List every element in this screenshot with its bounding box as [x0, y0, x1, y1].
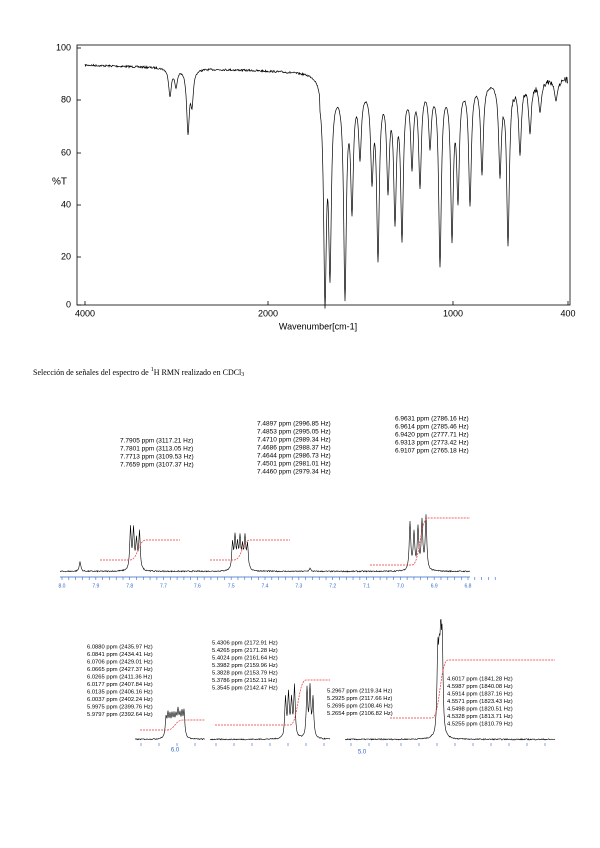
ir-y-tick-label: 60 — [61, 147, 71, 157]
peak-label: 6.0177 ppm (2407.84 Hz) — [87, 682, 153, 688]
peak-label: 5.4024 ppm (2161.64 Hz) — [212, 656, 278, 662]
peak-label: 5.3828 ppm (2153.79 Hz) — [212, 671, 278, 677]
peak-label: 5.3545 ppm (2142.47 Hz) — [212, 686, 278, 692]
peak-label: 5.3786 ppm (2152.11 Hz) — [212, 678, 277, 684]
peak-label: 7.4460 ppm (2979.34 Hz) — [257, 469, 331, 476]
nmr-axis-label: 5.0 — [358, 750, 367, 756]
peak-label: 6.0037 ppm (2402.24 Hz) — [87, 697, 153, 703]
integral-curve — [140, 719, 205, 731]
peak-label: 7.4686 ppm (2988.37 Hz) — [257, 445, 331, 452]
peak-label: 7.4853 ppm (2995.05 Hz) — [257, 429, 331, 436]
peak-label: 5.3982 ppm (2159.96 Hz) — [212, 663, 278, 669]
nmr-axis-label: 7.6 — [194, 583, 201, 589]
peak-label: 6.0841 ppm (2434.41 Hz) — [87, 652, 153, 658]
peak-label: 6.0880 ppm (2435.97 Hz) — [87, 645, 153, 651]
peak-label: 6.0265 ppm (2411.36 Hz) — [87, 675, 152, 681]
ir-y-tick-label: 40 — [61, 199, 71, 209]
peak-label: 6.9420 ppm (2777.71 Hz) — [395, 432, 469, 439]
nmr-axis-label: 6.0 — [171, 748, 180, 754]
ir-x-label: Wavenumber[cm-1] — [279, 321, 357, 331]
nmr-trace — [209, 683, 331, 741]
peak-label: 7.7905 ppm (3117.21 Hz) — [120, 438, 193, 445]
nmr-axis-label: 7.5 — [228, 583, 235, 589]
peak-label: 6.0706 ppm (2429.01 Hz) — [87, 660, 153, 666]
peak-label: 4.5987 ppm (1840.08 Hz) — [447, 684, 513, 690]
peak-label: 6.9614 ppm (2785.46 Hz) — [395, 424, 469, 431]
ir-frame — [76, 44, 571, 306]
peak-label: 7.4710 ppm (2989.34 Hz) — [257, 437, 331, 444]
ir-y-tick-label: 80 — [61, 94, 71, 104]
nmr-axis-label: 8.0 — [59, 583, 66, 589]
caption-sub: 3 — [241, 372, 244, 378]
ir-x-tick-label: 1000 — [443, 308, 463, 318]
peak-label: 5.4306 ppm (2172.91 Hz) — [212, 641, 278, 647]
nmr-axis-label: 7.4 — [262, 583, 269, 589]
ir-y-tick-label: 100 — [56, 42, 71, 52]
nmr-trace — [134, 706, 206, 741]
integral-curve — [370, 517, 470, 566]
peak-label: 6.0665 ppm (2427.37 Hz) — [87, 667, 153, 673]
ir-y-tick-label: 0 — [66, 299, 71, 309]
peak-label: 7.4501 ppm (2981.01 Hz) — [257, 461, 331, 468]
peak-label: 6.0135 ppm (2406.16 Hz) — [87, 690, 153, 696]
integral-curve — [210, 539, 290, 561]
peak-label: 7.4897 ppm (2996.85 Hz) — [257, 421, 331, 428]
caption: Selección de señales del espectro de 1H … — [33, 367, 244, 378]
peak-label: 5.2925 ppm (2117.66 Hz) — [327, 696, 392, 702]
peak-label: 5.9975 ppm (2399.76 Hz) — [87, 705, 153, 711]
peak-label: 5.2967 ppm (2119.34 Hz) — [327, 689, 392, 695]
peak-label: 6.9631 ppm (2786.16 Hz) — [395, 416, 469, 423]
caption-sup: 1 — [151, 367, 154, 373]
peak-label: 5.4265 ppm (2171.28 Hz) — [212, 648, 278, 654]
peak-label: 5.9797 ppm (2392.64 Hz) — [87, 712, 153, 718]
ir-x-tick-label: 2000 — [258, 308, 278, 318]
peak-label: 4.5914 ppm (1837.16 Hz) — [447, 692, 513, 698]
nmr-axis-label: 7.3 — [295, 583, 302, 589]
ir-y-label: %T — [52, 177, 67, 188]
peak-label: 6.9313 ppm (2773.42 Hz) — [395, 440, 469, 447]
nmr-trace — [59, 514, 471, 573]
nmr-axis-label: 6.9 — [431, 583, 438, 589]
ir-x-tick-label: 400 — [560, 308, 575, 318]
ir-trace — [84, 63, 569, 309]
caption-text: H RMN realizado en CDCl — [154, 368, 242, 377]
nmr-axis-label: 7.9 — [92, 583, 99, 589]
peak-label: 7.7801 ppm (3113.05 Hz) — [120, 446, 193, 453]
ir-x-tick-label: 4000 — [75, 308, 95, 318]
peak-label: 4.5328 ppm (1813.71 Hz) — [447, 714, 513, 720]
caption-text: Selección de señales del espectro de — [33, 368, 151, 377]
peak-label: 5.2654 ppm (2106.82 Hz) — [327, 711, 393, 717]
peak-label: 4.6017 ppm (1841.28 Hz) — [447, 677, 513, 683]
integral-curve — [390, 659, 555, 719]
peak-label: 6.9107 ppm (2765.18 Hz) — [395, 448, 469, 455]
peak-label: 7.7659 ppm (3107.37 Hz) — [120, 462, 194, 469]
nmr-axis-label: 7.1 — [363, 583, 370, 589]
ir-y-tick-label: 20 — [61, 251, 71, 261]
peak-label: 4.5571 ppm (1823.43 Hz) — [447, 699, 513, 705]
peak-label: 5.2695 ppm (2108.46 Hz) — [327, 704, 393, 710]
nmr-axis-label: 6.8 — [465, 583, 472, 589]
integral-curve — [215, 679, 330, 726]
peak-label: 4.5255 ppm (1810.79 Hz) — [447, 722, 513, 728]
nmr-axis-label: 7.8 — [126, 583, 133, 589]
integral-curve — [100, 539, 180, 561]
peak-label: 7.7713 ppm (3109.53 Hz) — [120, 454, 194, 461]
peak-label: 7.4644 ppm (2986.73 Hz) — [257, 453, 331, 460]
nmr-axis-label: 7.2 — [329, 583, 336, 589]
peak-label: 4.5498 ppm (1820.51 Hz) — [447, 707, 513, 713]
nmr-trace — [345, 618, 556, 741]
nmr-axis-label: 7.0 — [397, 583, 404, 589]
nmr-axis-label: 7.7 — [160, 583, 167, 589]
